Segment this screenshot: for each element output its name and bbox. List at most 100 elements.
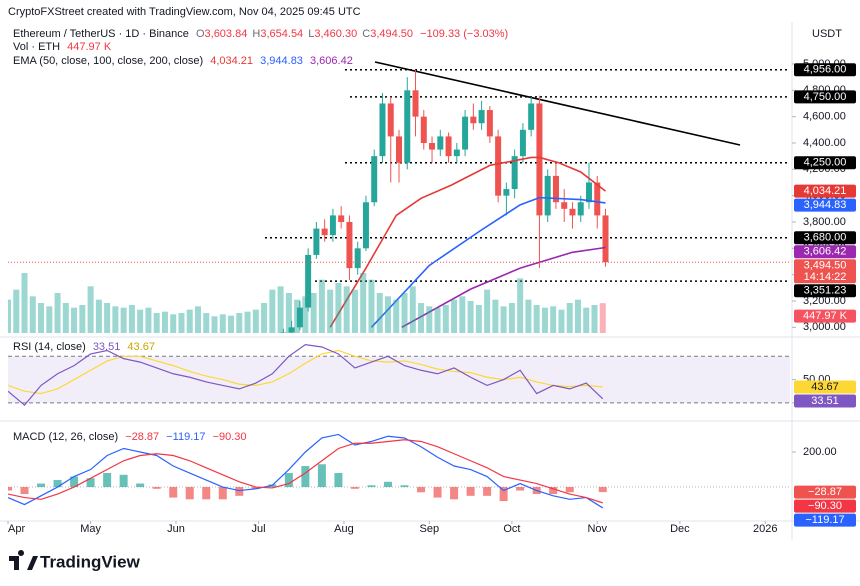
candle-body — [396, 136, 402, 163]
price-badge-label: 3,351.23 — [804, 285, 847, 297]
candle-body — [577, 202, 584, 216]
price-badge — [794, 394, 856, 408]
price-badge-label: 4,750.00 — [804, 91, 847, 103]
price-badge — [794, 156, 856, 170]
symbol: Ethereum / TetherUS · 1D · Binance — [13, 28, 189, 40]
volume-bar — [178, 313, 185, 333]
volume-bar — [492, 299, 499, 333]
ema-legend: EMA (50, close, 100, close, 200, close) … — [13, 55, 353, 67]
candle-body — [329, 215, 336, 236]
pane — [8, 433, 790, 509]
macd-line — [8, 433, 604, 509]
axis-unit: USDT — [812, 28, 842, 40]
histogram-bar — [499, 487, 508, 502]
candle-body — [338, 215, 345, 222]
volume-bar — [21, 273, 28, 333]
ema-line — [329, 156, 607, 328]
volume-bar — [54, 293, 61, 333]
histogram-bar — [119, 474, 128, 488]
volume-bar — [87, 286, 94, 333]
candle-body — [362, 202, 369, 249]
histogram-bar — [367, 485, 376, 488]
ema-line — [401, 246, 606, 329]
volume-bar — [351, 289, 358, 333]
volume-bar — [285, 293, 292, 333]
candle-body — [478, 110, 485, 124]
histogram-bar — [70, 476, 79, 488]
histogram-bar — [218, 487, 227, 500]
volume-bar — [145, 307, 152, 333]
volume-bar — [360, 273, 367, 333]
volume-bar — [343, 286, 350, 333]
volume-bar — [13, 289, 20, 333]
price-badge-label: 4,034.21 — [804, 185, 847, 197]
countdown-label: 14:14:22 — [804, 271, 847, 283]
volume-bar — [95, 299, 102, 333]
candle-body — [585, 182, 592, 203]
ohlc-key: C — [362, 28, 370, 40]
candle-body — [519, 129, 526, 157]
y-tick-label: 200.00 — [803, 446, 837, 458]
volume-bar — [434, 307, 441, 333]
y-tick-label: 3,800.00 — [803, 216, 846, 228]
price-badge-label: −28.87 — [808, 486, 842, 498]
volume-bar — [508, 303, 515, 333]
price-badge — [794, 63, 856, 77]
volume-value: 447.97 K — [67, 41, 112, 53]
volume-bar — [541, 307, 548, 333]
pane — [8, 344, 790, 407]
histogram-bar — [20, 487, 29, 495]
volume-bar — [219, 314, 226, 333]
candle-body — [552, 175, 559, 203]
x-tick-label: May — [80, 523, 101, 535]
price-badge — [794, 284, 856, 298]
histogram-bar — [598, 487, 607, 493]
candle-body — [594, 182, 601, 216]
histogram-bar — [86, 478, 95, 488]
ohlc-key: O — [196, 28, 205, 40]
volume-bar — [401, 293, 408, 333]
volume-bar — [302, 296, 309, 333]
candle-body — [470, 116, 477, 124]
x-tick-label: Apr — [8, 523, 25, 535]
volume-bar — [277, 286, 284, 333]
macd-line — [8, 439, 603, 504]
volume-bar — [112, 306, 119, 333]
ohlc-key: L — [308, 28, 314, 40]
candle-body — [429, 142, 436, 150]
candle-body — [602, 215, 609, 263]
volume-legend: Vol · ETH 447.97 K — [13, 41, 112, 53]
volume-bar — [591, 305, 598, 333]
histogram-bar — [8, 487, 12, 491]
volume-bar — [261, 303, 268, 333]
candle-body — [346, 221, 353, 269]
volume-bar — [500, 306, 507, 333]
volume-bar — [558, 309, 565, 333]
price-badge — [794, 184, 856, 198]
histogram-bar — [483, 487, 492, 496]
price-badge — [794, 513, 856, 527]
candle-body — [288, 327, 295, 333]
candle-body — [445, 136, 452, 157]
ema-value: 3,606.42 — [310, 55, 353, 67]
volume-bar — [310, 293, 317, 333]
candle-body — [313, 228, 320, 255]
volume-bar — [368, 279, 375, 333]
candle-body — [486, 110, 493, 137]
price-badge-label: 33.51 — [811, 395, 839, 407]
price-badge-label: −90.30 — [808, 500, 842, 512]
volume-bar — [517, 278, 524, 333]
x-tick-label: Aug — [334, 523, 354, 535]
volume-bar — [236, 313, 243, 333]
volume-bar — [194, 306, 201, 333]
histogram-bar — [251, 487, 260, 489]
histogram-bar — [202, 487, 211, 500]
y-tick-label: 4,400.00 — [803, 137, 846, 149]
price-badge — [794, 245, 856, 259]
symbol-legend: Ethereum / TetherUS · 1D · Binance O3,60… — [13, 28, 508, 40]
histogram-bar — [301, 466, 310, 488]
candle-body — [561, 202, 568, 209]
volume-bar — [599, 303, 606, 333]
price-badge-label: 43.67 — [811, 381, 839, 393]
